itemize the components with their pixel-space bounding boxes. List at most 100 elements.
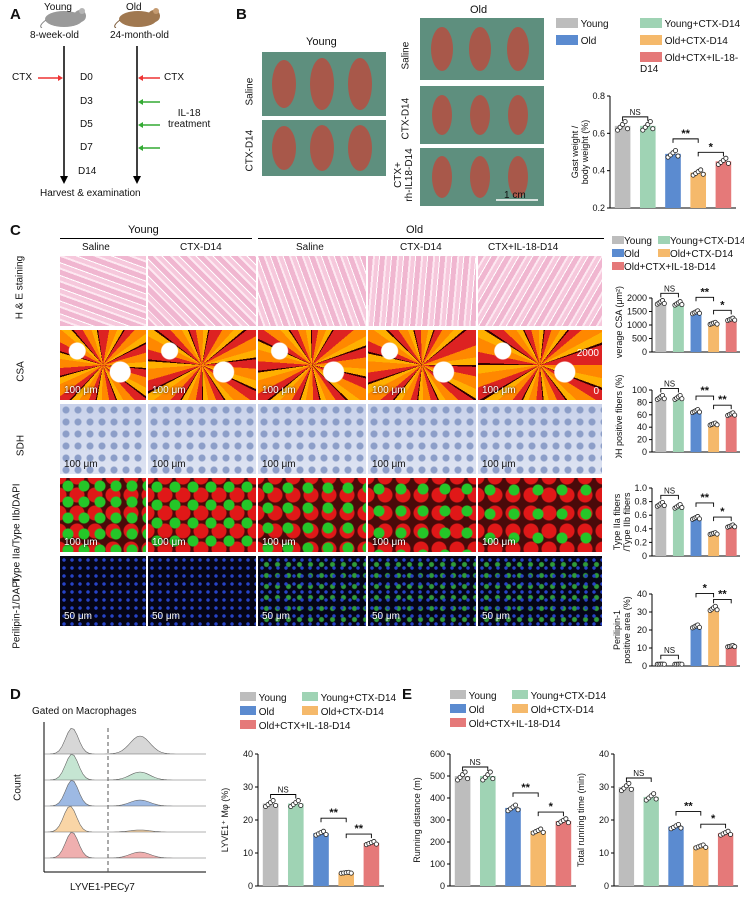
bar — [614, 125, 631, 208]
legend-e-young: Young — [450, 690, 497, 702]
bar — [690, 312, 702, 352]
data-point — [298, 802, 304, 808]
y-axis-label: Type IIa fibers — [612, 493, 622, 550]
data-point — [725, 160, 731, 166]
treatment-label: IL-18 treatment — [168, 108, 211, 130]
c-col-2: Saline — [296, 242, 324, 253]
y-tick-label: 0.4 — [634, 524, 647, 534]
b-old-row-ctx: CTX-D14 — [400, 97, 412, 140]
flow-histogram-trace — [44, 805, 206, 833]
tile-perilipin-0: 50 μm — [60, 556, 146, 626]
data-point — [628, 786, 634, 792]
bar — [555, 821, 572, 886]
csa-colorbar-min: 0 — [593, 386, 599, 397]
muscle-photo-young-saline — [262, 52, 386, 116]
harvest-label: Harvest & examination — [40, 188, 141, 199]
sig-bracket — [695, 395, 715, 401]
tile-sdh-1: 100 μm — [148, 404, 256, 474]
b-young-row-saline: Saline — [244, 77, 256, 106]
c-row-he: H & E staining — [14, 255, 26, 320]
bar — [693, 846, 709, 886]
sig-bracket — [700, 823, 727, 829]
sig-label: NS — [664, 486, 675, 495]
sig-bracket — [695, 296, 715, 302]
bar — [690, 411, 702, 452]
tile-csa-3: 100 μm — [368, 330, 476, 400]
data-point — [661, 661, 667, 667]
bar — [338, 872, 355, 886]
bar — [725, 646, 737, 666]
data-point — [373, 841, 379, 847]
data-point — [723, 155, 729, 161]
y-axis-label: LYVE1⁺ Mφ (%) — [220, 788, 230, 852]
scale-bar-label: 50 μm — [262, 611, 290, 622]
y-tick-label: 40 — [243, 749, 253, 759]
b-old-row-saline: Saline — [400, 41, 412, 70]
data-point — [538, 826, 544, 832]
sig-bracket — [697, 151, 724, 157]
bar — [672, 303, 684, 352]
data-point — [732, 412, 738, 418]
sig-bracket — [270, 794, 297, 799]
data-point — [714, 531, 720, 537]
sig-label: NS — [664, 646, 675, 655]
legend-old: Old — [556, 35, 596, 47]
y-tick-label: 0.8 — [634, 497, 647, 507]
y-tick-label: 0 — [440, 881, 445, 891]
panel-a-label: A — [10, 6, 21, 23]
flow-count-label: Count — [12, 774, 24, 801]
sig-bracket — [695, 592, 715, 598]
sig-label: NS — [630, 108, 641, 117]
data-point — [679, 505, 685, 511]
bar — [717, 833, 734, 886]
panel-c-label: C — [10, 222, 21, 239]
data-point — [732, 524, 738, 530]
bar — [363, 843, 380, 886]
legend-old-ctx: Old+CTX-D14 — [640, 35, 728, 47]
y-tick-label: 0 — [642, 447, 647, 457]
data-point — [651, 791, 657, 797]
sig-bracket — [512, 792, 539, 797]
legend-e-young-ctx: Young+CTX-D14 — [512, 690, 606, 702]
sig-label: ** — [701, 385, 710, 397]
sig-label: ** — [684, 801, 693, 813]
y-tick-label: 500 — [632, 334, 647, 344]
bar — [655, 397, 667, 452]
y-tick-label: 20 — [637, 435, 647, 445]
legend-e-old-il18: Old+CTX+IL-18-D14 — [450, 718, 561, 730]
y-tick-label: 80 — [637, 397, 647, 407]
sig-bracket — [660, 387, 679, 393]
day-d0: D0 — [80, 72, 93, 83]
sig-bracket — [713, 404, 732, 410]
data-point — [540, 829, 546, 835]
y-tick-label: 10 — [637, 643, 647, 653]
legend-young-ctx: Young+CTX-D14 — [640, 18, 740, 30]
data-point — [295, 798, 301, 804]
legend-e-old-ctx: Old+CTX-D14 — [512, 704, 594, 716]
muscle-photo-old-il18 — [420, 148, 544, 206]
bar — [725, 319, 737, 352]
y-tick-label: 10 — [243, 848, 253, 858]
bar — [672, 506, 684, 556]
b-old-row-il18: CTX+ rh-IL18-D14 — [393, 148, 415, 202]
c-old-line — [258, 238, 604, 239]
tile-sdh-2: 100 μm — [258, 404, 366, 474]
legend-young: Young — [556, 18, 609, 30]
sig-label: ** — [718, 394, 727, 406]
data-point — [270, 798, 276, 804]
ctx-left: CTX — [12, 72, 32, 83]
day-d5: D5 — [80, 119, 93, 130]
data-point — [678, 825, 684, 831]
tile-he-1 — [148, 256, 256, 326]
sig-bracket — [462, 766, 489, 771]
bar — [639, 125, 656, 208]
muscle-photo-old-saline — [420, 18, 544, 80]
sig-label: * — [709, 141, 714, 153]
data-point — [515, 807, 521, 813]
tile-perilipin-1: 50 μm — [148, 556, 256, 626]
data-point — [728, 831, 734, 837]
sig-label: ** — [701, 286, 710, 298]
data-point — [679, 396, 685, 402]
b-young-row-ctx: CTX-D14 — [244, 129, 256, 172]
young-mouse-icon — [36, 6, 94, 33]
